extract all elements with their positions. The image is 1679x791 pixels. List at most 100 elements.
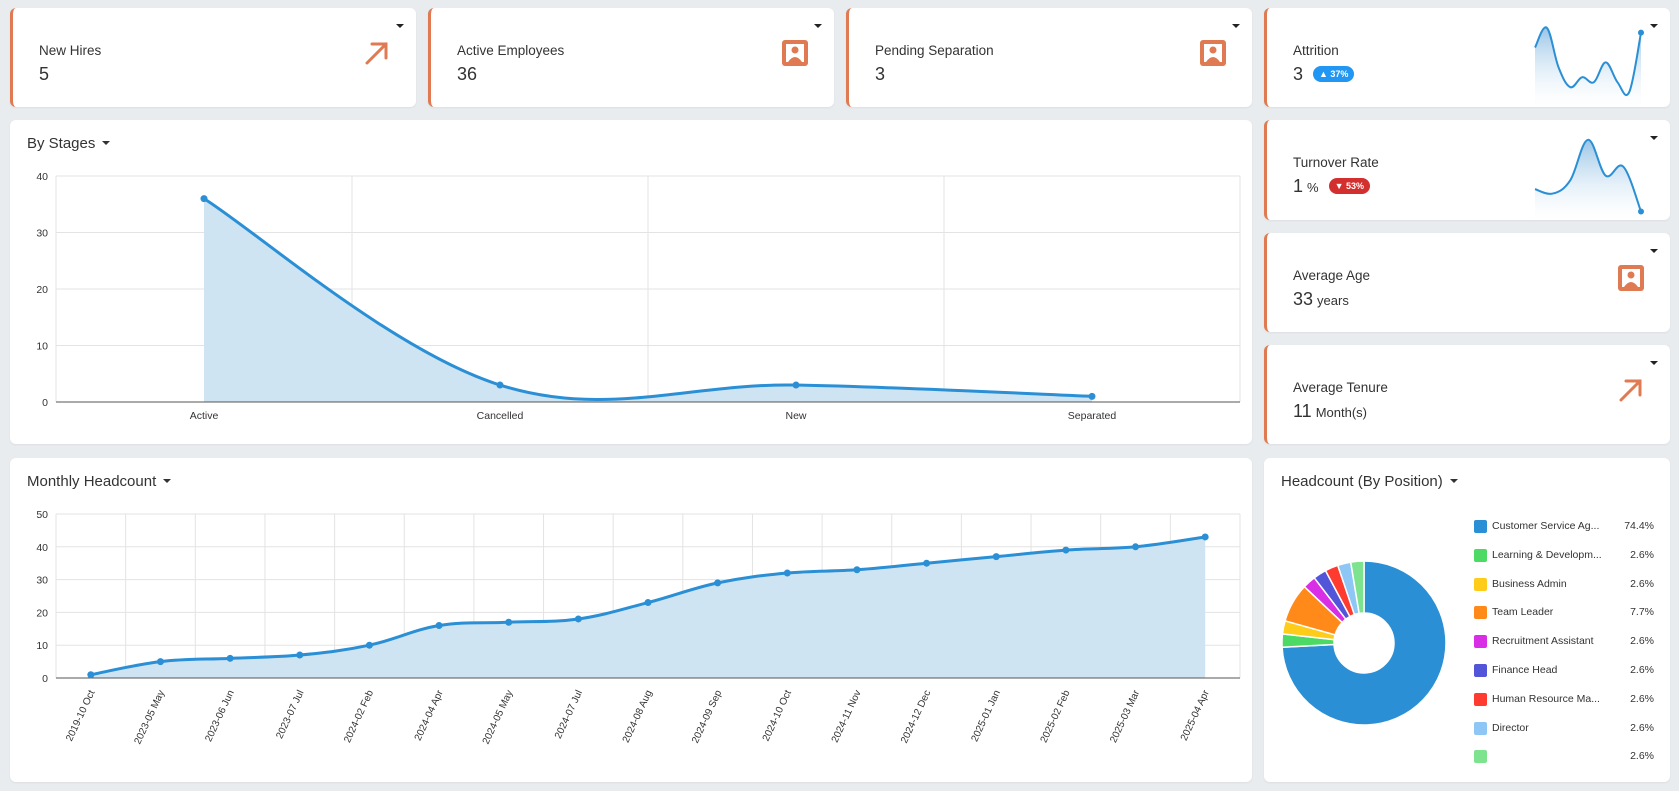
data-point: [714, 579, 722, 587]
headcount-by-position-title[interactable]: Headcount (By Position): [1281, 473, 1458, 490]
legend-swatch: [1474, 548, 1487, 562]
kpi-number: 11: [1293, 401, 1312, 421]
y-tick-label: 30: [36, 575, 48, 587]
kpi-value: 33 years: [1293, 289, 1349, 310]
kpi-unit: %: [1307, 180, 1319, 195]
legend-percent: 2.6%: [1630, 750, 1654, 763]
x-tick-label: New: [785, 410, 806, 422]
area-fill: [90, 536, 1206, 678]
data-point: [783, 569, 791, 577]
y-tick-label: 20: [36, 284, 48, 296]
legend-label: Business Admin: [1492, 577, 1567, 590]
legend-item[interactable]: 2.6%: [1474, 748, 1654, 777]
x-tick-label: 2023-07 Jul: [274, 689, 306, 741]
card-menu-caret-icon[interactable]: [1650, 136, 1658, 140]
sparkline-endpoint: [1638, 29, 1644, 36]
trend-badge-down: ▼ 53%: [1328, 178, 1370, 194]
turnover-sparkline: [1534, 138, 1644, 220]
pending-separation-card[interactable]: Pending Separation 3: [846, 8, 1252, 107]
x-tick-label: 2025-04 Apr: [1179, 688, 1212, 743]
card-menu-caret-icon[interactable]: [1650, 361, 1658, 365]
person-portrait-icon: [782, 40, 808, 66]
legend-item[interactable]: Customer Service Ag... 74.4%: [1474, 518, 1654, 547]
x-tick-label: Cancelled: [477, 410, 524, 422]
turnover-rate-card[interactable]: Turnover Rate 1% ▼ 53%: [1264, 120, 1670, 220]
by-stages-title[interactable]: By Stages: [27, 135, 111, 152]
position-donut-chart: [1281, 560, 1447, 726]
average-age-card[interactable]: Average Age 33 years: [1264, 233, 1670, 332]
x-tick-label: 2025-01 Jan: [969, 689, 1002, 744]
legend-label: Finance Head: [1492, 663, 1558, 676]
monthly-headcount-chart: 0 10 20 30 40 50 2019-10 Oct 2023-05 May 2023-06…: [36, 509, 1241, 747]
card-menu-caret-icon[interactable]: [396, 24, 404, 28]
card-menu-caret-icon[interactable]: [1232, 24, 1240, 28]
monthly-headcount-title[interactable]: Monthly Headcount: [27, 473, 172, 490]
panel-title-text: By Stages: [27, 135, 96, 152]
legend-item[interactable]: Learning & Developm... 2.6%: [1474, 547, 1654, 576]
card-menu-caret-icon[interactable]: [814, 24, 822, 28]
legend-item[interactable]: Human Resource Ma... 2.6%: [1474, 691, 1654, 720]
card-menu-caret-icon[interactable]: [1650, 24, 1658, 28]
data-point: [1201, 533, 1209, 541]
legend-item[interactable]: Team Leader 7.7%: [1474, 604, 1654, 633]
active-employees-card[interactable]: Active Employees 36: [428, 8, 834, 107]
data-point: [296, 651, 304, 659]
kpi-label: Attrition: [1293, 43, 1339, 58]
headcount-by-position-panel: Headcount (By Position) Customer Service…: [1264, 458, 1670, 782]
panel-title-text: Headcount (By Position): [1281, 473, 1443, 490]
data-point: [87, 671, 95, 679]
pie-slice: [1281, 560, 1447, 726]
legend-swatch: [1474, 635, 1487, 649]
x-tick-label: 2024-09 Sep: [690, 688, 724, 745]
x-tick-label: 2019-10 Oct: [64, 688, 97, 743]
kpi-value: 5: [39, 64, 50, 84]
chevron-down-icon: [1449, 479, 1458, 483]
legend-item[interactable]: Business Admin 2.6%: [1474, 576, 1654, 605]
arrow-up-right-icon: [365, 42, 388, 65]
card-menu-caret-icon[interactable]: [1650, 249, 1658, 253]
y-tick-label: 40: [36, 542, 48, 554]
legend-percent: 2.6%: [1630, 721, 1654, 734]
y-tick-label: 50: [36, 509, 48, 521]
data-point: [200, 195, 208, 203]
chevron-down-icon: [163, 479, 172, 483]
attrition-sparkline: [1534, 26, 1644, 106]
data-point: [792, 381, 800, 389]
x-tick-label: 2025-03 Mar: [1108, 688, 1142, 745]
sparkline-fill: [1535, 139, 1641, 220]
y-tick-label: 0: [42, 673, 48, 685]
data-point: [156, 658, 164, 666]
kpi-label: Active Employees: [457, 43, 565, 58]
trend-badge-up: ▲ 37%: [1313, 66, 1355, 82]
legend-label: Customer Service Ag...: [1492, 520, 1600, 532]
kpi-number: 3: [1293, 64, 1304, 84]
y-tick-label: 10: [36, 341, 48, 353]
legend-percent: 7.7%: [1630, 606, 1654, 619]
sparkline-endpoint: [1638, 208, 1644, 215]
x-tick-label: 2024-07 Jul: [553, 689, 585, 741]
data-point: [1062, 546, 1070, 554]
x-tick-label: 2024-11 Nov: [830, 689, 864, 745]
legend-label: Learning & Developm...: [1492, 548, 1602, 561]
x-tick-label: 2023-05 May: [133, 689, 168, 747]
legend-label: Director: [1492, 721, 1529, 734]
average-tenure-card[interactable]: Average Tenure 11 Month(s): [1264, 345, 1670, 444]
legend-item[interactable]: Director 2.6%: [1474, 720, 1654, 749]
legend-item[interactable]: Recruitment Assistant 2.6%: [1474, 633, 1654, 662]
kpi-label: Average Tenure: [1293, 380, 1388, 395]
arrow-up-right-icon: [1619, 379, 1642, 402]
kpi-value: 1% ▼ 53%: [1293, 176, 1370, 197]
new-hires-card[interactable]: New Hires 5: [10, 8, 416, 107]
legend-swatch: [1474, 520, 1487, 533]
kpi-unit: years: [1317, 293, 1349, 308]
data-point: [505, 618, 513, 626]
x-tick-label: 2025-02 Feb: [1039, 688, 1073, 744]
x-tick-label: Separated: [1068, 410, 1117, 422]
attrition-card[interactable]: Attrition 3 ▲ 37%: [1264, 8, 1670, 107]
x-tick-label: 2024-05 May: [481, 689, 516, 747]
legend-item[interactable]: Finance Head 2.6%: [1474, 662, 1654, 691]
kpi-label: Average Age: [1293, 268, 1371, 283]
by-stages-chart: 0 10 20 30 40 Active Cancelled New Separated: [36, 171, 1241, 422]
legend-swatch: [1474, 721, 1487, 735]
data-point: [496, 381, 504, 389]
